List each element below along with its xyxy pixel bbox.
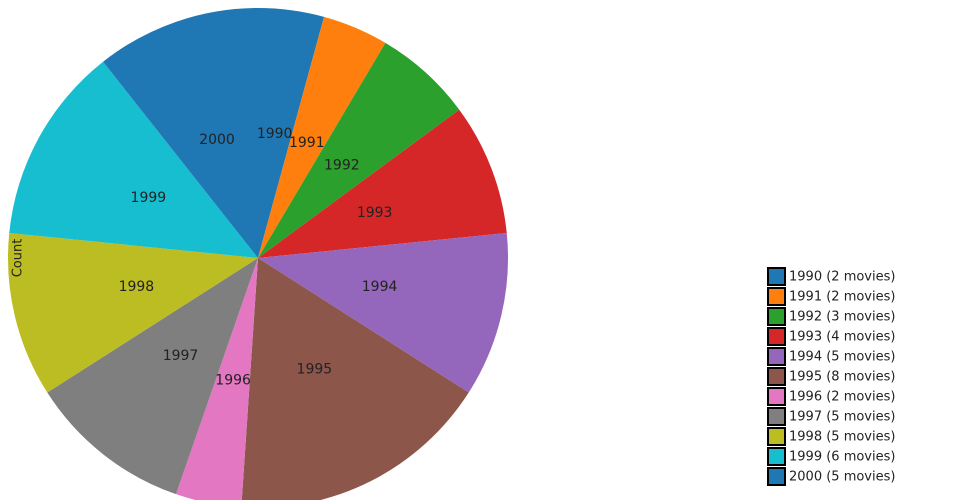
legend-swatch	[767, 367, 786, 386]
legend-label: 2000 (5 movies)	[789, 470, 895, 485]
legend-label: 1998 (5 movies)	[789, 430, 895, 445]
legend-swatch	[767, 447, 786, 466]
slice-label: 1996	[215, 372, 251, 388]
legend: 1990 (2 movies) 1991 (2 movies) 1992 (3 mo…	[767, 267, 895, 486]
slice	[258, 42, 460, 259]
slice-label: 1995	[297, 362, 333, 378]
legend-swatch	[767, 467, 786, 486]
axis-label: Count	[11, 239, 26, 278]
slice	[258, 8, 325, 258]
legend-swatch	[767, 267, 786, 286]
slice-label: 1997	[163, 348, 199, 364]
legend-label: 1999 (6 movies)	[789, 450, 895, 465]
legend-label: 1991 (2 movies)	[789, 290, 895, 305]
slice	[8, 232, 259, 393]
slice-label: 1991	[289, 135, 325, 151]
legend-swatch	[767, 427, 786, 446]
slice-label: 2000	[199, 132, 235, 148]
slice-label: 1990	[257, 126, 293, 142]
pie	[8, 7, 509, 500]
legend-swatch	[767, 347, 786, 366]
slice-label: 1992	[324, 157, 360, 173]
slice	[258, 16, 386, 258]
legend-swatch	[767, 407, 786, 426]
legend-label: 1993 (4 movies)	[789, 330, 895, 345]
legend-label: 1992 (3 movies)	[789, 310, 895, 325]
slice	[258, 232, 509, 393]
legend-label: 1997 (5 movies)	[789, 410, 895, 425]
slice	[241, 258, 469, 500]
slice	[175, 258, 258, 500]
slice-label: 1993	[357, 205, 393, 221]
slice	[47, 258, 258, 495]
legend-label: 1996 (2 movies)	[789, 390, 895, 405]
slice-label: 1998	[119, 279, 155, 295]
slice	[103, 7, 258, 258]
legend-swatch	[767, 287, 786, 306]
legend-swatch	[767, 387, 786, 406]
legend-label: 1994 (5 movies)	[789, 350, 895, 365]
legend-swatch	[767, 327, 786, 346]
slice-label: 1999	[131, 190, 167, 206]
legend-swatch	[767, 307, 786, 326]
legend-label: 1990 (2 movies)	[789, 270, 895, 285]
legend-label: 1995 (8 movies)	[789, 370, 895, 385]
slice	[258, 109, 507, 258]
slice-label: 1994	[362, 279, 398, 295]
slice	[9, 61, 258, 258]
